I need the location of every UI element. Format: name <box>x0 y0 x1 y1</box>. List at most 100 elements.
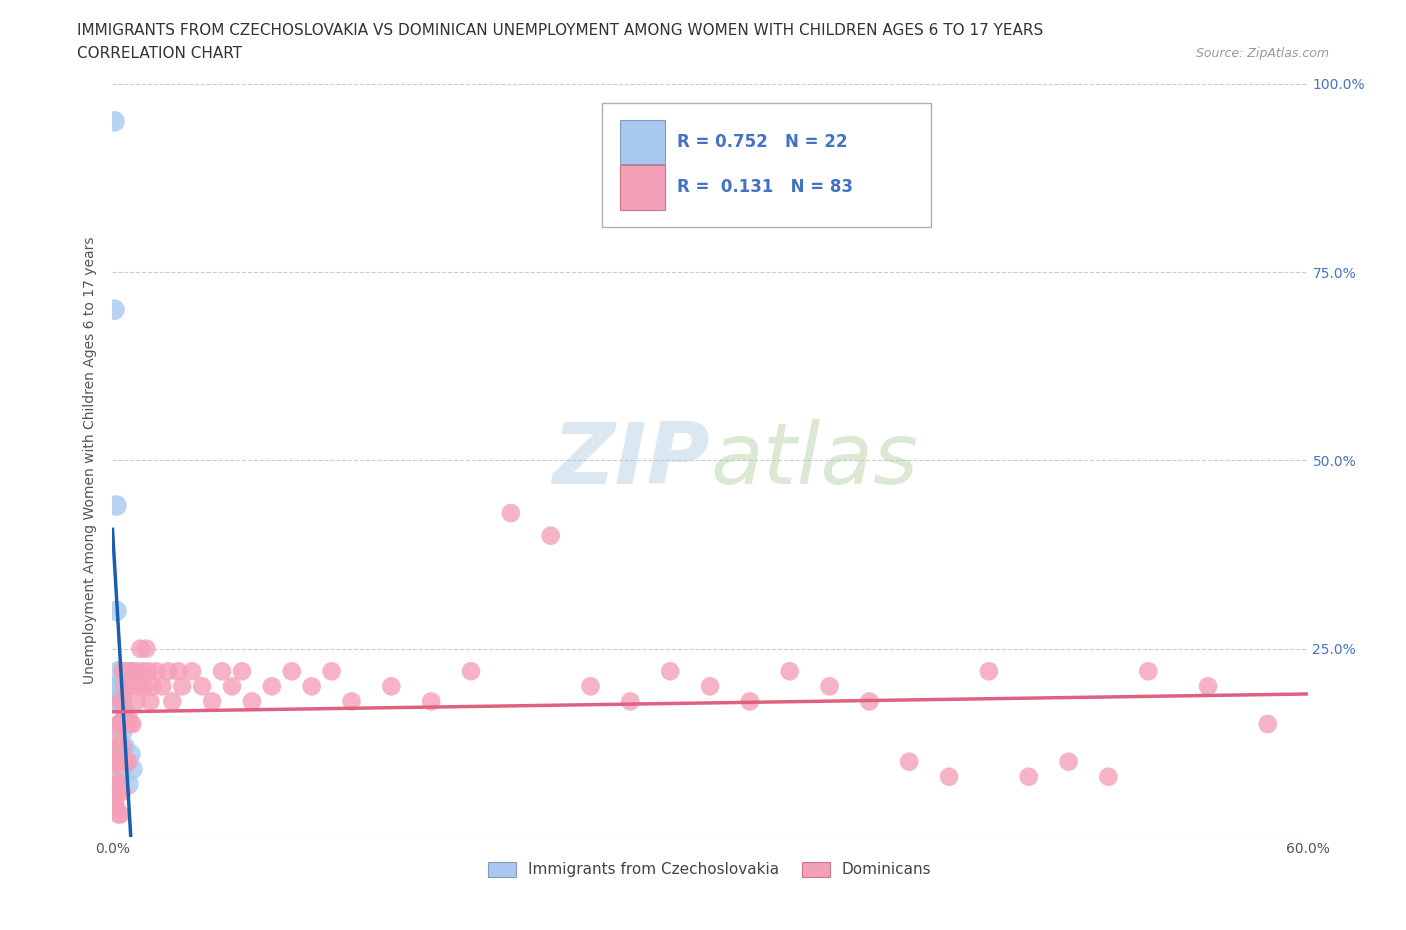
Point <box>107 664 129 679</box>
Legend: Immigrants from Czechoslovakia, Dominicans: Immigrants from Czechoslovakia, Dominica… <box>482 856 938 884</box>
Point <box>117 777 139 791</box>
Point <box>103 694 125 709</box>
Point <box>121 762 143 777</box>
Point <box>117 679 139 694</box>
Point <box>211 664 233 679</box>
Point <box>115 754 138 769</box>
Point <box>110 679 132 694</box>
Point <box>738 694 761 709</box>
Point <box>125 694 148 709</box>
Point <box>499 506 522 521</box>
Point <box>110 777 132 791</box>
Point <box>105 800 128 815</box>
Point <box>1137 664 1160 679</box>
Point <box>1257 717 1279 732</box>
Point <box>107 717 129 732</box>
Point <box>145 664 167 679</box>
Point <box>231 664 253 679</box>
Point <box>172 679 194 694</box>
Point <box>135 642 157 657</box>
Text: CORRELATION CHART: CORRELATION CHART <box>77 46 242 61</box>
Point <box>117 709 139 724</box>
Text: R = 0.752   N = 22: R = 0.752 N = 22 <box>676 133 846 151</box>
Point <box>1018 769 1040 784</box>
Point <box>139 694 162 709</box>
Point <box>699 679 721 694</box>
FancyBboxPatch shape <box>620 165 665 209</box>
Point <box>321 664 343 679</box>
Point <box>105 604 128 618</box>
Point <box>380 679 402 694</box>
Point <box>659 664 682 679</box>
Point <box>120 717 142 732</box>
Point <box>540 528 562 543</box>
Point <box>105 498 128 513</box>
Point <box>103 739 125 754</box>
Point <box>138 664 160 679</box>
Point <box>1097 769 1119 784</box>
Point <box>111 724 134 739</box>
Point <box>103 800 125 815</box>
Point <box>105 754 128 769</box>
Point <box>120 664 142 679</box>
Point <box>103 302 125 317</box>
Point <box>114 754 135 769</box>
Point <box>121 664 143 679</box>
Point <box>110 717 132 732</box>
Point <box>150 679 173 694</box>
Point <box>938 769 960 784</box>
Point <box>103 792 125 807</box>
Point <box>579 679 602 694</box>
FancyBboxPatch shape <box>603 102 931 227</box>
Point <box>162 694 183 709</box>
Point <box>240 694 263 709</box>
Point <box>120 747 142 762</box>
Point <box>117 754 139 769</box>
Point <box>340 694 363 709</box>
Point <box>107 807 129 822</box>
Point <box>201 694 224 709</box>
Point <box>157 664 180 679</box>
Point <box>1057 754 1080 769</box>
Point <box>114 679 135 694</box>
Point <box>221 679 243 694</box>
Point <box>105 732 128 747</box>
Point <box>114 701 135 716</box>
Text: Source: ZipAtlas.com: Source: ZipAtlas.com <box>1195 46 1329 60</box>
Point <box>111 664 134 679</box>
Point <box>107 694 129 709</box>
Point <box>129 642 152 657</box>
Text: atlas: atlas <box>710 418 918 502</box>
Point <box>111 784 134 799</box>
Point <box>115 717 138 732</box>
Point <box>301 679 323 694</box>
Point <box>619 694 641 709</box>
Point <box>107 784 129 799</box>
Point <box>1197 679 1219 694</box>
Point <box>110 717 132 732</box>
Point <box>420 694 443 709</box>
Point <box>105 777 128 791</box>
Point <box>125 664 148 679</box>
Point <box>107 777 129 791</box>
Point <box>111 739 134 754</box>
Y-axis label: Unemployment Among Women with Children Ages 6 to 17 years: Unemployment Among Women with Children A… <box>83 236 97 684</box>
Point <box>103 769 125 784</box>
Point <box>103 114 125 129</box>
Point <box>111 762 134 777</box>
FancyBboxPatch shape <box>620 120 665 165</box>
Point <box>111 694 134 709</box>
Point <box>107 754 129 769</box>
Point <box>105 754 128 769</box>
Point <box>191 679 214 694</box>
Point <box>110 694 132 709</box>
Point <box>110 807 132 822</box>
Point <box>858 694 880 709</box>
Point <box>134 679 156 694</box>
Point <box>460 664 482 679</box>
Text: R =  0.131   N = 83: R = 0.131 N = 83 <box>676 179 852 196</box>
Point <box>167 664 190 679</box>
Point <box>127 679 149 694</box>
Point <box>131 664 153 679</box>
Point <box>141 679 163 694</box>
